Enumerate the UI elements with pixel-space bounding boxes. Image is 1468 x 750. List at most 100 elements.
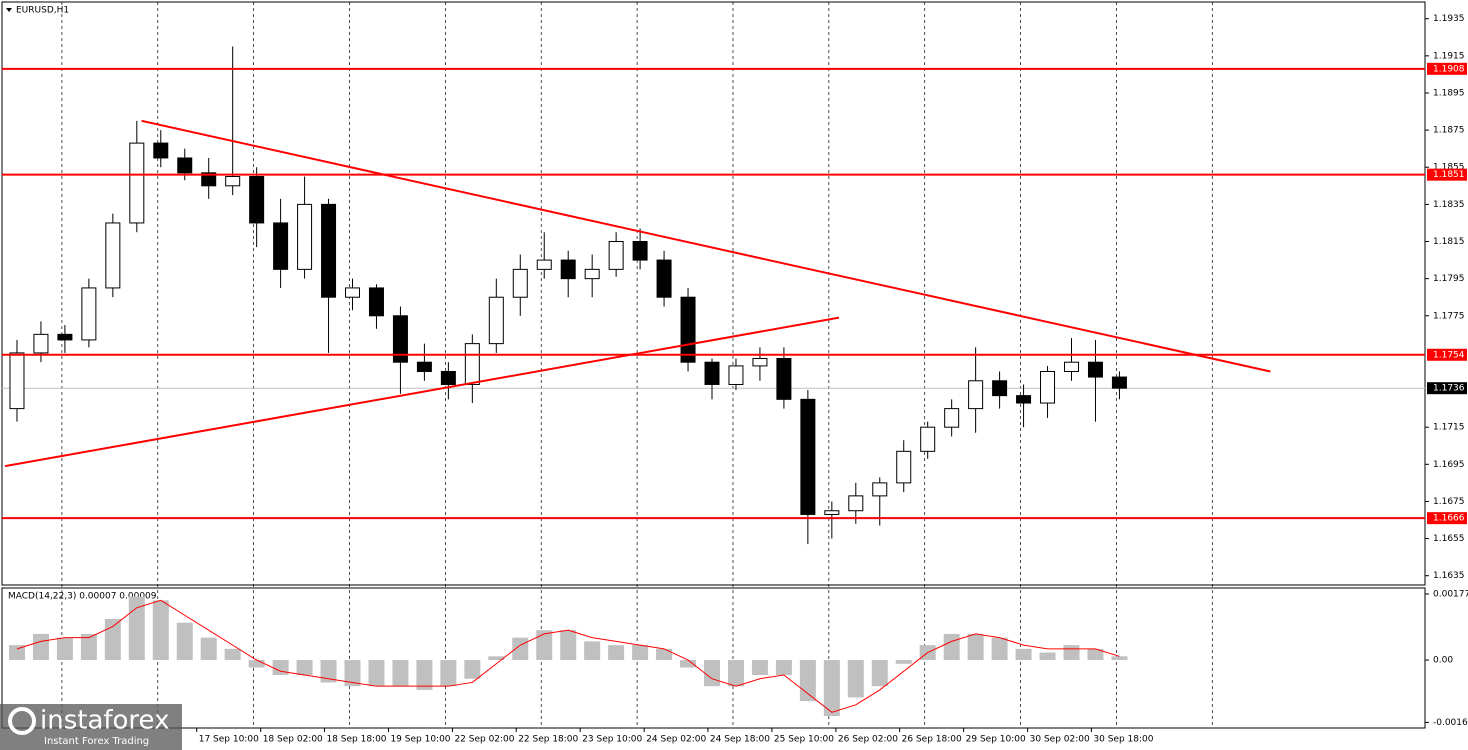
macd-bar bbox=[799, 660, 816, 702]
candle-body bbox=[752, 357, 768, 367]
candle-body bbox=[872, 482, 888, 497]
candle-body bbox=[345, 287, 361, 298]
trendline bbox=[4, 316, 840, 468]
y-tick-label: 1.1795 bbox=[1433, 274, 1465, 284]
macd-bar bbox=[176, 622, 193, 661]
y-tick-label: 1.1675 bbox=[1433, 497, 1465, 507]
macd-bar bbox=[272, 660, 289, 675]
y-tick-label: 1.1895 bbox=[1433, 88, 1465, 98]
x-tick-label: 18 Sep 02:00 bbox=[263, 735, 323, 745]
macd-bar bbox=[967, 633, 984, 661]
x-tick-label: 29 Sep 10:00 bbox=[966, 735, 1026, 745]
macd-bar bbox=[1111, 656, 1128, 661]
candle-body bbox=[201, 172, 217, 187]
macd-bar bbox=[656, 648, 673, 661]
candle-body bbox=[608, 241, 624, 270]
macd-bar bbox=[584, 641, 601, 661]
x-tick-label: 26 Sep 18:00 bbox=[902, 735, 962, 745]
x-tick-label: 24 Sep 02:00 bbox=[646, 735, 706, 745]
candle-body bbox=[704, 361, 720, 385]
candle-body bbox=[153, 142, 169, 159]
x-tick-label: 26 Sep 02:00 bbox=[838, 735, 898, 745]
y-tick-label: 1.1715 bbox=[1433, 423, 1465, 433]
candle-body bbox=[81, 287, 97, 341]
candle-body bbox=[416, 361, 432, 372]
x-tick-label: 18 Sep 18:00 bbox=[326, 735, 386, 745]
candle-body bbox=[297, 203, 313, 270]
signal-line bbox=[16, 599, 1120, 713]
macd-bar bbox=[727, 660, 744, 687]
candle-body bbox=[464, 343, 480, 385]
macd-bar bbox=[80, 633, 97, 661]
level-label: 1.1666 bbox=[1433, 514, 1465, 524]
x-tick-label: 30 Sep 18:00 bbox=[1093, 735, 1153, 745]
y-tick-label: 1.1655 bbox=[1433, 534, 1465, 544]
macd-bar bbox=[991, 637, 1008, 661]
candle-body bbox=[177, 157, 193, 174]
macd-bar bbox=[488, 656, 505, 661]
macd-bar bbox=[704, 660, 721, 687]
candle-body bbox=[920, 426, 936, 452]
x-tick-label: 23 Sep 10:00 bbox=[582, 735, 642, 745]
macd-bar bbox=[128, 596, 145, 661]
candle-body bbox=[57, 333, 73, 341]
x-tick-label: 24 Sep 18:00 bbox=[710, 735, 770, 745]
candle-body bbox=[1087, 361, 1103, 378]
macd-bar bbox=[392, 660, 409, 687]
watermark-logo bbox=[8, 707, 36, 735]
candle-body bbox=[105, 222, 121, 289]
y-tick-label: 1.1635 bbox=[1433, 571, 1465, 581]
candle-body bbox=[560, 259, 576, 280]
macd-bar bbox=[680, 660, 697, 668]
candle-body bbox=[632, 241, 648, 261]
macd-bar bbox=[1039, 652, 1056, 661]
macd-bar bbox=[200, 637, 217, 661]
candle-body bbox=[896, 450, 912, 484]
macd-bar bbox=[296, 660, 313, 675]
main-pane bbox=[1, 1, 1426, 586]
macd-bar bbox=[536, 630, 553, 661]
trendline bbox=[141, 119, 1271, 373]
candle-body bbox=[33, 333, 49, 354]
level-label-box bbox=[1427, 168, 1467, 181]
level-label-box bbox=[1427, 62, 1467, 75]
macd-bar bbox=[560, 630, 577, 661]
x-tick-label: 22 Sep 02:00 bbox=[454, 735, 514, 745]
y-tick-label: 1.1935 bbox=[1433, 14, 1465, 24]
x-tick-label: 19 Sep 10:00 bbox=[390, 735, 450, 745]
candle-body bbox=[824, 510, 840, 515]
x-tick-label: 17 Sep 10:00 bbox=[199, 735, 259, 745]
watermark-tagline: Instant Forex Trading bbox=[44, 736, 149, 747]
candle-body bbox=[1040, 370, 1056, 404]
macd-bar bbox=[1087, 648, 1104, 661]
x-tick-label: 22 Sep 18:00 bbox=[518, 735, 578, 745]
y-tick-label: 1.1815 bbox=[1433, 237, 1465, 247]
candle-body bbox=[584, 268, 600, 280]
candle-body bbox=[1016, 395, 1032, 404]
y-tick-label: 1.1915 bbox=[1433, 51, 1465, 61]
level-label: 1.1754 bbox=[1433, 350, 1465, 360]
macd-bar bbox=[751, 660, 768, 675]
candle-body bbox=[368, 287, 384, 317]
x-tick-label: 30 Sep 02:00 bbox=[1030, 735, 1090, 745]
candle-body bbox=[321, 203, 337, 298]
macd-bar bbox=[1063, 645, 1080, 661]
macd-title: MACD(14,22,3) 0.00007 0.00009 bbox=[8, 592, 157, 602]
candle-body bbox=[680, 296, 696, 363]
macd-bar bbox=[224, 648, 241, 661]
candle-body bbox=[992, 380, 1008, 397]
macd-bar bbox=[440, 660, 457, 687]
macd-bar bbox=[344, 660, 361, 687]
macd-bar bbox=[248, 660, 265, 668]
x-tick-label: 25 Sep 10:00 bbox=[774, 735, 834, 745]
candle-body bbox=[440, 370, 456, 385]
y-tick-label: 1.1775 bbox=[1433, 311, 1465, 321]
last-price-label: 1.1736 bbox=[1433, 384, 1465, 394]
macd-bar bbox=[32, 633, 49, 661]
macd-bar bbox=[1015, 648, 1032, 661]
candle-body bbox=[1063, 361, 1079, 372]
macd-bar bbox=[464, 660, 481, 679]
y-tick-label: 1.1695 bbox=[1433, 460, 1465, 470]
macd-bar bbox=[871, 660, 888, 687]
